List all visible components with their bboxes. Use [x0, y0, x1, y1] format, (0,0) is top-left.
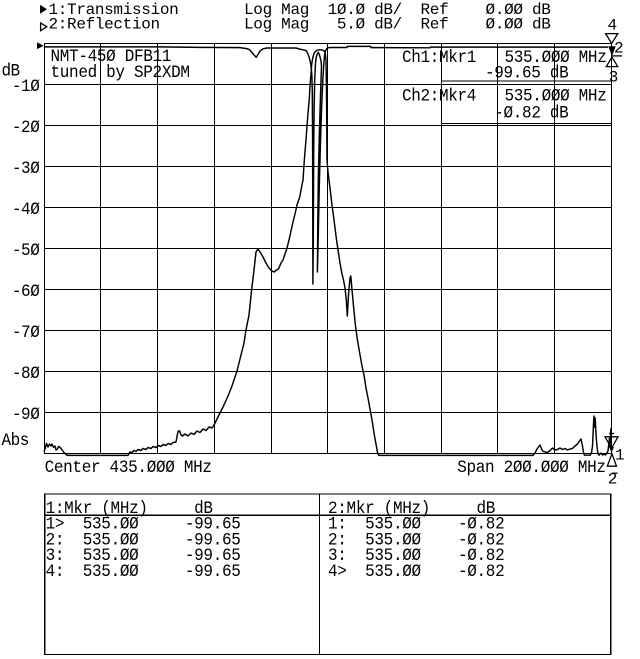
svg-text:Ch1:Mkr1: Ch1:Mkr1 [402, 47, 476, 67]
svg-text:tuned by SP2XDM: tuned by SP2XDM [51, 62, 191, 82]
svg-text:-9Ø: -9Ø [12, 404, 40, 424]
svg-text:-7Ø: -7Ø [12, 322, 40, 342]
svg-text:3: 535.ØØ -Ø.82: 3: 535.ØØ -Ø.82 [328, 546, 505, 566]
svg-text:2:Mkr (MHz) dB: 2:Mkr (MHz) dB [328, 498, 495, 518]
svg-text:4: 4 [608, 16, 618, 34]
svg-text:Ch2:Mkr4: Ch2:Mkr4 [402, 86, 476, 106]
svg-text:3: 3 [609, 69, 619, 87]
svg-text:535.ØØØ MHz: 535.ØØØ MHz [505, 86, 607, 106]
svg-text:2: 535.ØØ -99.65: 2: 535.ØØ -99.65 [46, 530, 241, 550]
svg-text:-Ø.82 dB: -Ø.82 dB [494, 103, 568, 123]
svg-text:535.ØØØ MHz: 535.ØØØ MHz [505, 47, 607, 67]
svg-text:-3Ø: -3Ø [12, 158, 40, 178]
svg-text:1> 535.ØØ -99.65: 1> 535.ØØ -99.65 [46, 514, 241, 534]
svg-text:3: 535.ØØ -99.65: 3: 535.ØØ -99.65 [46, 546, 241, 566]
svg-text:1:Mkr (MHz) dB: 1:Mkr (MHz) dB [46, 498, 213, 518]
svg-text:-1Ø: -1Ø [12, 76, 40, 96]
svg-text:-6Ø: -6Ø [12, 281, 40, 301]
svg-text:-5Ø: -5Ø [12, 240, 40, 260]
svg-text:2: 2 [614, 40, 624, 58]
svg-text:2: 2 [608, 471, 618, 489]
svg-text:dB: dB [2, 61, 21, 81]
svg-text:1: 1 [615, 446, 625, 464]
svg-text:Abs: Abs [2, 431, 30, 451]
svg-text:Log Mag 1Ø.Ø dB/ Ref Ø.ØØ: Log Mag 1Ø.Ø dB/ Ref Ø.ØØ dB [244, 1, 551, 19]
svg-text:1:Transmission: 1:Transmission [49, 1, 179, 19]
svg-text:2:Reflection: 2:Reflection [49, 15, 161, 33]
svg-text:-8Ø: -8Ø [12, 363, 40, 383]
svg-text:4> 535.ØØ -Ø.82: 4> 535.ØØ -Ø.82 [328, 561, 505, 581]
svg-text:Log Mag 5.Ø dB/ Ref Ø.ØØ: Log Mag 5.Ø dB/ Ref Ø.ØØ dB [244, 15, 551, 33]
svg-text:4: 535.ØØ -99.65: 4: 535.ØØ -99.65 [46, 561, 241, 581]
svg-text:Center 435.ØØØ MHz: Center 435.ØØØ MHz [45, 457, 212, 477]
svg-text:-4Ø: -4Ø [12, 199, 40, 219]
svg-text:1: 535.ØØ -Ø.82: 1: 535.ØØ -Ø.82 [328, 514, 505, 534]
svg-text:-99.65 dB: -99.65 dB [485, 63, 569, 83]
svg-text:-2Ø: -2Ø [12, 117, 40, 137]
svg-text:2: 535.ØØ -Ø.82: 2: 535.ØØ -Ø.82 [328, 530, 505, 550]
svg-text:Span 2ØØ.ØØØ MHz: Span 2ØØ.ØØØ MHz [457, 457, 606, 477]
svg-text:NMT-45Ø DFB11: NMT-45Ø DFB11 [51, 46, 172, 66]
